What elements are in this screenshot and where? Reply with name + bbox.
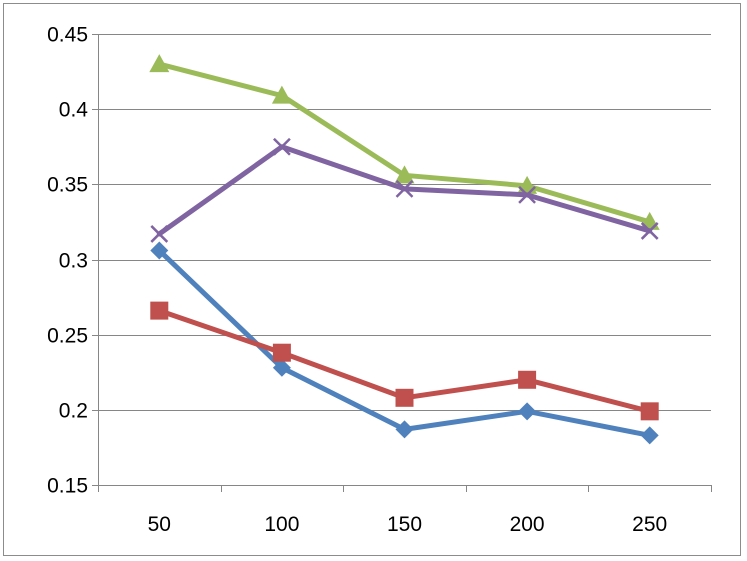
x-stroke — [273, 137, 291, 156]
data-point-x — [273, 137, 291, 156]
series-line — [156, 61, 653, 225]
y-tick-label: 0.35 — [47, 174, 88, 197]
data-point-x — [518, 185, 536, 204]
data-point-x — [395, 179, 414, 198]
y-tick-label: 0.4 — [59, 99, 89, 122]
data-point-triangle — [394, 165, 415, 184]
series-3 — [149, 54, 660, 230]
x-tick-label: 200 — [510, 513, 545, 536]
data-point-square — [150, 301, 169, 320]
data-point-triangle — [149, 54, 170, 73]
series-4 — [150, 137, 659, 243]
x-tick-label: 50 — [148, 513, 171, 536]
data-point-x — [640, 222, 659, 240]
x-stroke — [395, 179, 414, 198]
x-tick-label: 100 — [264, 513, 299, 536]
axes — [92, 34, 712, 492]
data-point-square — [518, 370, 537, 389]
y-tick-label: 0.15 — [47, 475, 88, 498]
data-point-diamond — [395, 420, 414, 439]
data-point-square — [272, 343, 291, 362]
data-point-square — [395, 388, 414, 407]
gridlines — [98, 34, 711, 411]
x-stroke — [640, 222, 659, 240]
y-tick-label: 0.45 — [47, 24, 88, 47]
chart-frame — [3, 3, 741, 556]
y-tick-label: 0.3 — [59, 250, 88, 273]
x-tick-label: 150 — [387, 513, 422, 536]
data-point-diamond — [272, 358, 291, 377]
y-tick-labels: 0.15 0.2 0.25 0.3 0.35 0.4 0.45 — [47, 24, 88, 498]
data-point-diamond — [640, 426, 659, 445]
series-2 — [150, 301, 659, 421]
x-stroke — [150, 225, 169, 243]
data-point-square — [640, 402, 659, 421]
series-1 — [150, 241, 659, 445]
data-point-x — [150, 225, 169, 243]
series-group — [149, 54, 660, 445]
x-tick-labels: 50 100 150 200 250 — [148, 513, 668, 536]
x-tick-label: 250 — [632, 513, 667, 536]
data-point-diamond — [518, 402, 537, 421]
data-point-diamond — [150, 241, 169, 260]
data-point-triangle — [271, 85, 292, 104]
series-line — [156, 247, 653, 438]
y-tick-label: 0.25 — [47, 325, 88, 348]
y-tick-label: 0.2 — [59, 400, 88, 423]
x-stroke — [518, 185, 536, 204]
